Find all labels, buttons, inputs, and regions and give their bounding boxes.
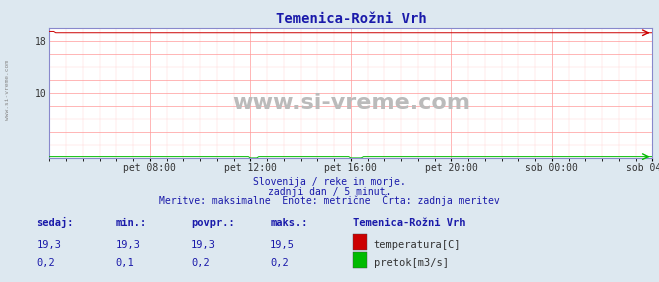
Text: 0,1: 0,1 (115, 259, 134, 268)
Text: 19,3: 19,3 (191, 240, 216, 250)
Text: maks.:: maks.: (270, 218, 308, 228)
Text: Meritve: maksimalne  Enote: metrične  Črta: zadnja meritev: Meritve: maksimalne Enote: metrične Črta… (159, 195, 500, 206)
Text: zadnji dan / 5 minut.: zadnji dan / 5 minut. (268, 187, 391, 197)
Text: pretok[m3/s]: pretok[m3/s] (374, 259, 449, 268)
Text: 19,5: 19,5 (270, 240, 295, 250)
Text: 0,2: 0,2 (191, 259, 210, 268)
Text: 19,3: 19,3 (36, 240, 61, 250)
Text: www.si-vreme.com: www.si-vreme.com (232, 93, 470, 113)
Text: Temenica-Rožni Vrh: Temenica-Rožni Vrh (353, 218, 465, 228)
Title: Temenica-Rožni Vrh: Temenica-Rožni Vrh (275, 12, 426, 26)
Text: povpr.:: povpr.: (191, 218, 235, 228)
Text: 0,2: 0,2 (270, 259, 289, 268)
Text: 0,2: 0,2 (36, 259, 55, 268)
Text: 19,3: 19,3 (115, 240, 140, 250)
Text: temperatura[C]: temperatura[C] (374, 240, 461, 250)
Text: min.:: min.: (115, 218, 146, 228)
Text: Slovenija / reke in morje.: Slovenija / reke in morje. (253, 177, 406, 187)
Text: www.si-vreme.com: www.si-vreme.com (5, 60, 11, 120)
Text: sedaj:: sedaj: (36, 217, 74, 228)
